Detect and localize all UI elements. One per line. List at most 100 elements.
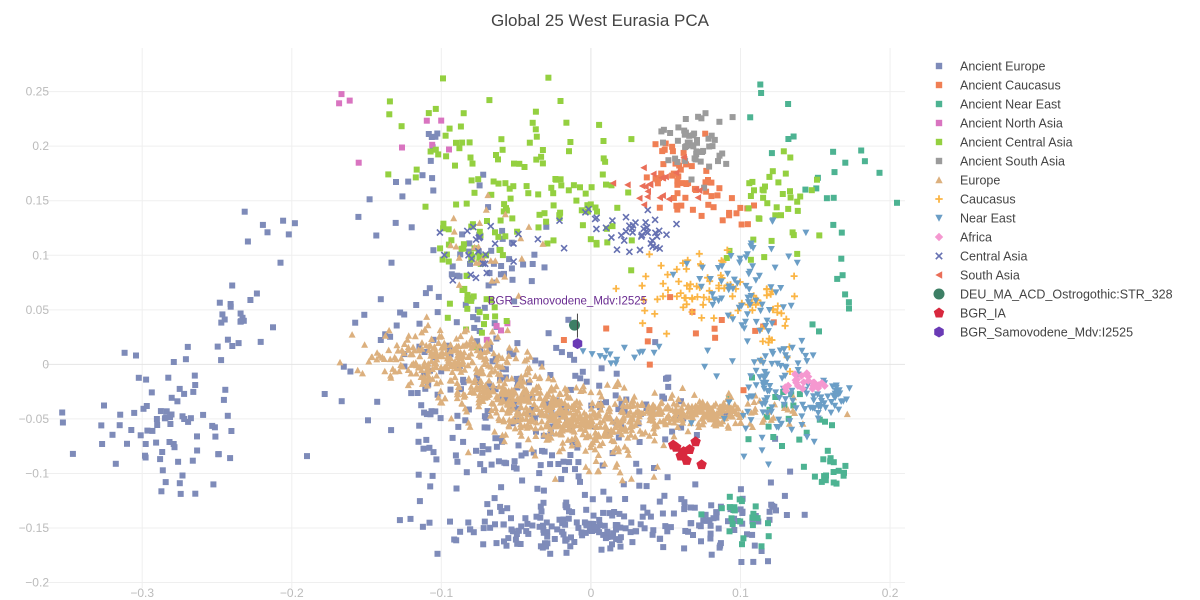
- marker-shape: [572, 384, 580, 391]
- data-point: [506, 256, 513, 263]
- marker-shape: [444, 314, 451, 321]
- data-point: [765, 423, 772, 430]
- data-point: [516, 376, 524, 383]
- marker-shape: [541, 395, 549, 402]
- data-point: [526, 364, 534, 371]
- data-point: [373, 349, 381, 356]
- data-point: [637, 521, 644, 528]
- marker-shape: [579, 222, 586, 229]
- data-point: [570, 182, 577, 189]
- marker-shape: [767, 479, 774, 486]
- data-point: [766, 516, 773, 523]
- data-points[interactable]: [59, 74, 900, 565]
- data-point: [386, 355, 394, 363]
- data-point: [608, 418, 616, 425]
- data-point: [488, 461, 495, 468]
- data-point: [595, 431, 603, 438]
- data-point: [165, 374, 172, 381]
- marker-shape: [176, 385, 183, 392]
- data-point: [469, 160, 476, 167]
- data-point: [555, 447, 563, 455]
- data-point: [493, 276, 501, 284]
- marker-shape: [592, 523, 599, 530]
- data-point: [695, 250, 703, 258]
- data-point: [760, 385, 768, 393]
- data-point: [827, 457, 834, 464]
- marker-shape: [628, 519, 635, 526]
- marker-shape: [423, 382, 431, 389]
- data-point: [737, 419, 745, 426]
- data-point: [760, 194, 767, 201]
- marker-shape: [485, 204, 492, 211]
- marker-shape: [743, 338, 751, 345]
- data-point: [484, 501, 491, 508]
- marker-shape: [399, 193, 406, 200]
- data-point: [487, 338, 495, 345]
- marker-shape: [219, 311, 226, 318]
- marker-shape: [716, 152, 723, 159]
- marker-shape: [494, 333, 502, 340]
- data-point: [674, 159, 681, 165]
- data-point: [596, 382, 603, 389]
- marker-shape: [674, 181, 681, 188]
- data-point: [476, 309, 483, 316]
- marker-shape: [698, 314, 706, 322]
- marker-shape: [830, 221, 837, 228]
- marker-shape: [747, 373, 755, 380]
- marker-shape: [758, 90, 765, 96]
- data-point: [490, 387, 498, 395]
- marker-shape: [782, 352, 789, 359]
- marker-shape: [799, 378, 808, 387]
- marker-shape: [694, 139, 700, 146]
- data-point: [408, 224, 415, 231]
- data-point: [247, 297, 254, 303]
- data-point: [616, 394, 624, 402]
- data-point: [153, 416, 160, 422]
- data-point: [547, 461, 554, 468]
- data-point: [502, 366, 509, 373]
- data-point: [625, 248, 633, 256]
- data-point: [836, 390, 844, 397]
- marker-shape: [143, 403, 150, 409]
- data-point: [348, 331, 356, 338]
- marker-shape: [763, 413, 770, 420]
- data-point: [682, 116, 689, 122]
- data-point: [501, 210, 509, 218]
- marker-shape: [580, 386, 588, 394]
- data-point: [587, 236, 594, 243]
- marker-shape: [607, 360, 615, 367]
- data-point: [771, 264, 779, 272]
- data-point: [782, 396, 789, 403]
- data-point: [589, 496, 596, 503]
- marker-shape: [827, 409, 835, 417]
- data-point: [224, 412, 231, 419]
- data-point: [493, 443, 500, 450]
- data-point: [674, 206, 681, 213]
- marker-shape: [420, 373, 428, 380]
- data-point: [562, 536, 569, 543]
- marker-shape: [720, 415, 728, 423]
- marker-shape: [488, 328, 496, 335]
- x-tick-label: 0: [588, 586, 595, 600]
- data-point: [642, 272, 650, 280]
- marker-shape: [449, 263, 456, 270]
- data-point: [506, 185, 513, 192]
- marker-shape: [596, 353, 604, 360]
- marker-shape: [423, 313, 431, 320]
- marker-shape: [548, 396, 556, 404]
- marker-shape: [682, 294, 690, 302]
- data-point: [484, 393, 491, 400]
- data-point: [716, 152, 723, 159]
- data-point: [531, 251, 538, 258]
- data-point: [592, 204, 599, 211]
- marker-shape: [764, 328, 772, 335]
- marker-shape: [479, 449, 486, 456]
- data-point: [540, 499, 547, 506]
- data-point: [810, 397, 818, 404]
- data-point: [646, 409, 654, 416]
- marker-shape: [519, 477, 526, 484]
- data-point: [767, 416, 775, 423]
- data-point: [503, 318, 510, 324]
- data-point: [779, 304, 787, 311]
- marker-shape: [537, 424, 545, 431]
